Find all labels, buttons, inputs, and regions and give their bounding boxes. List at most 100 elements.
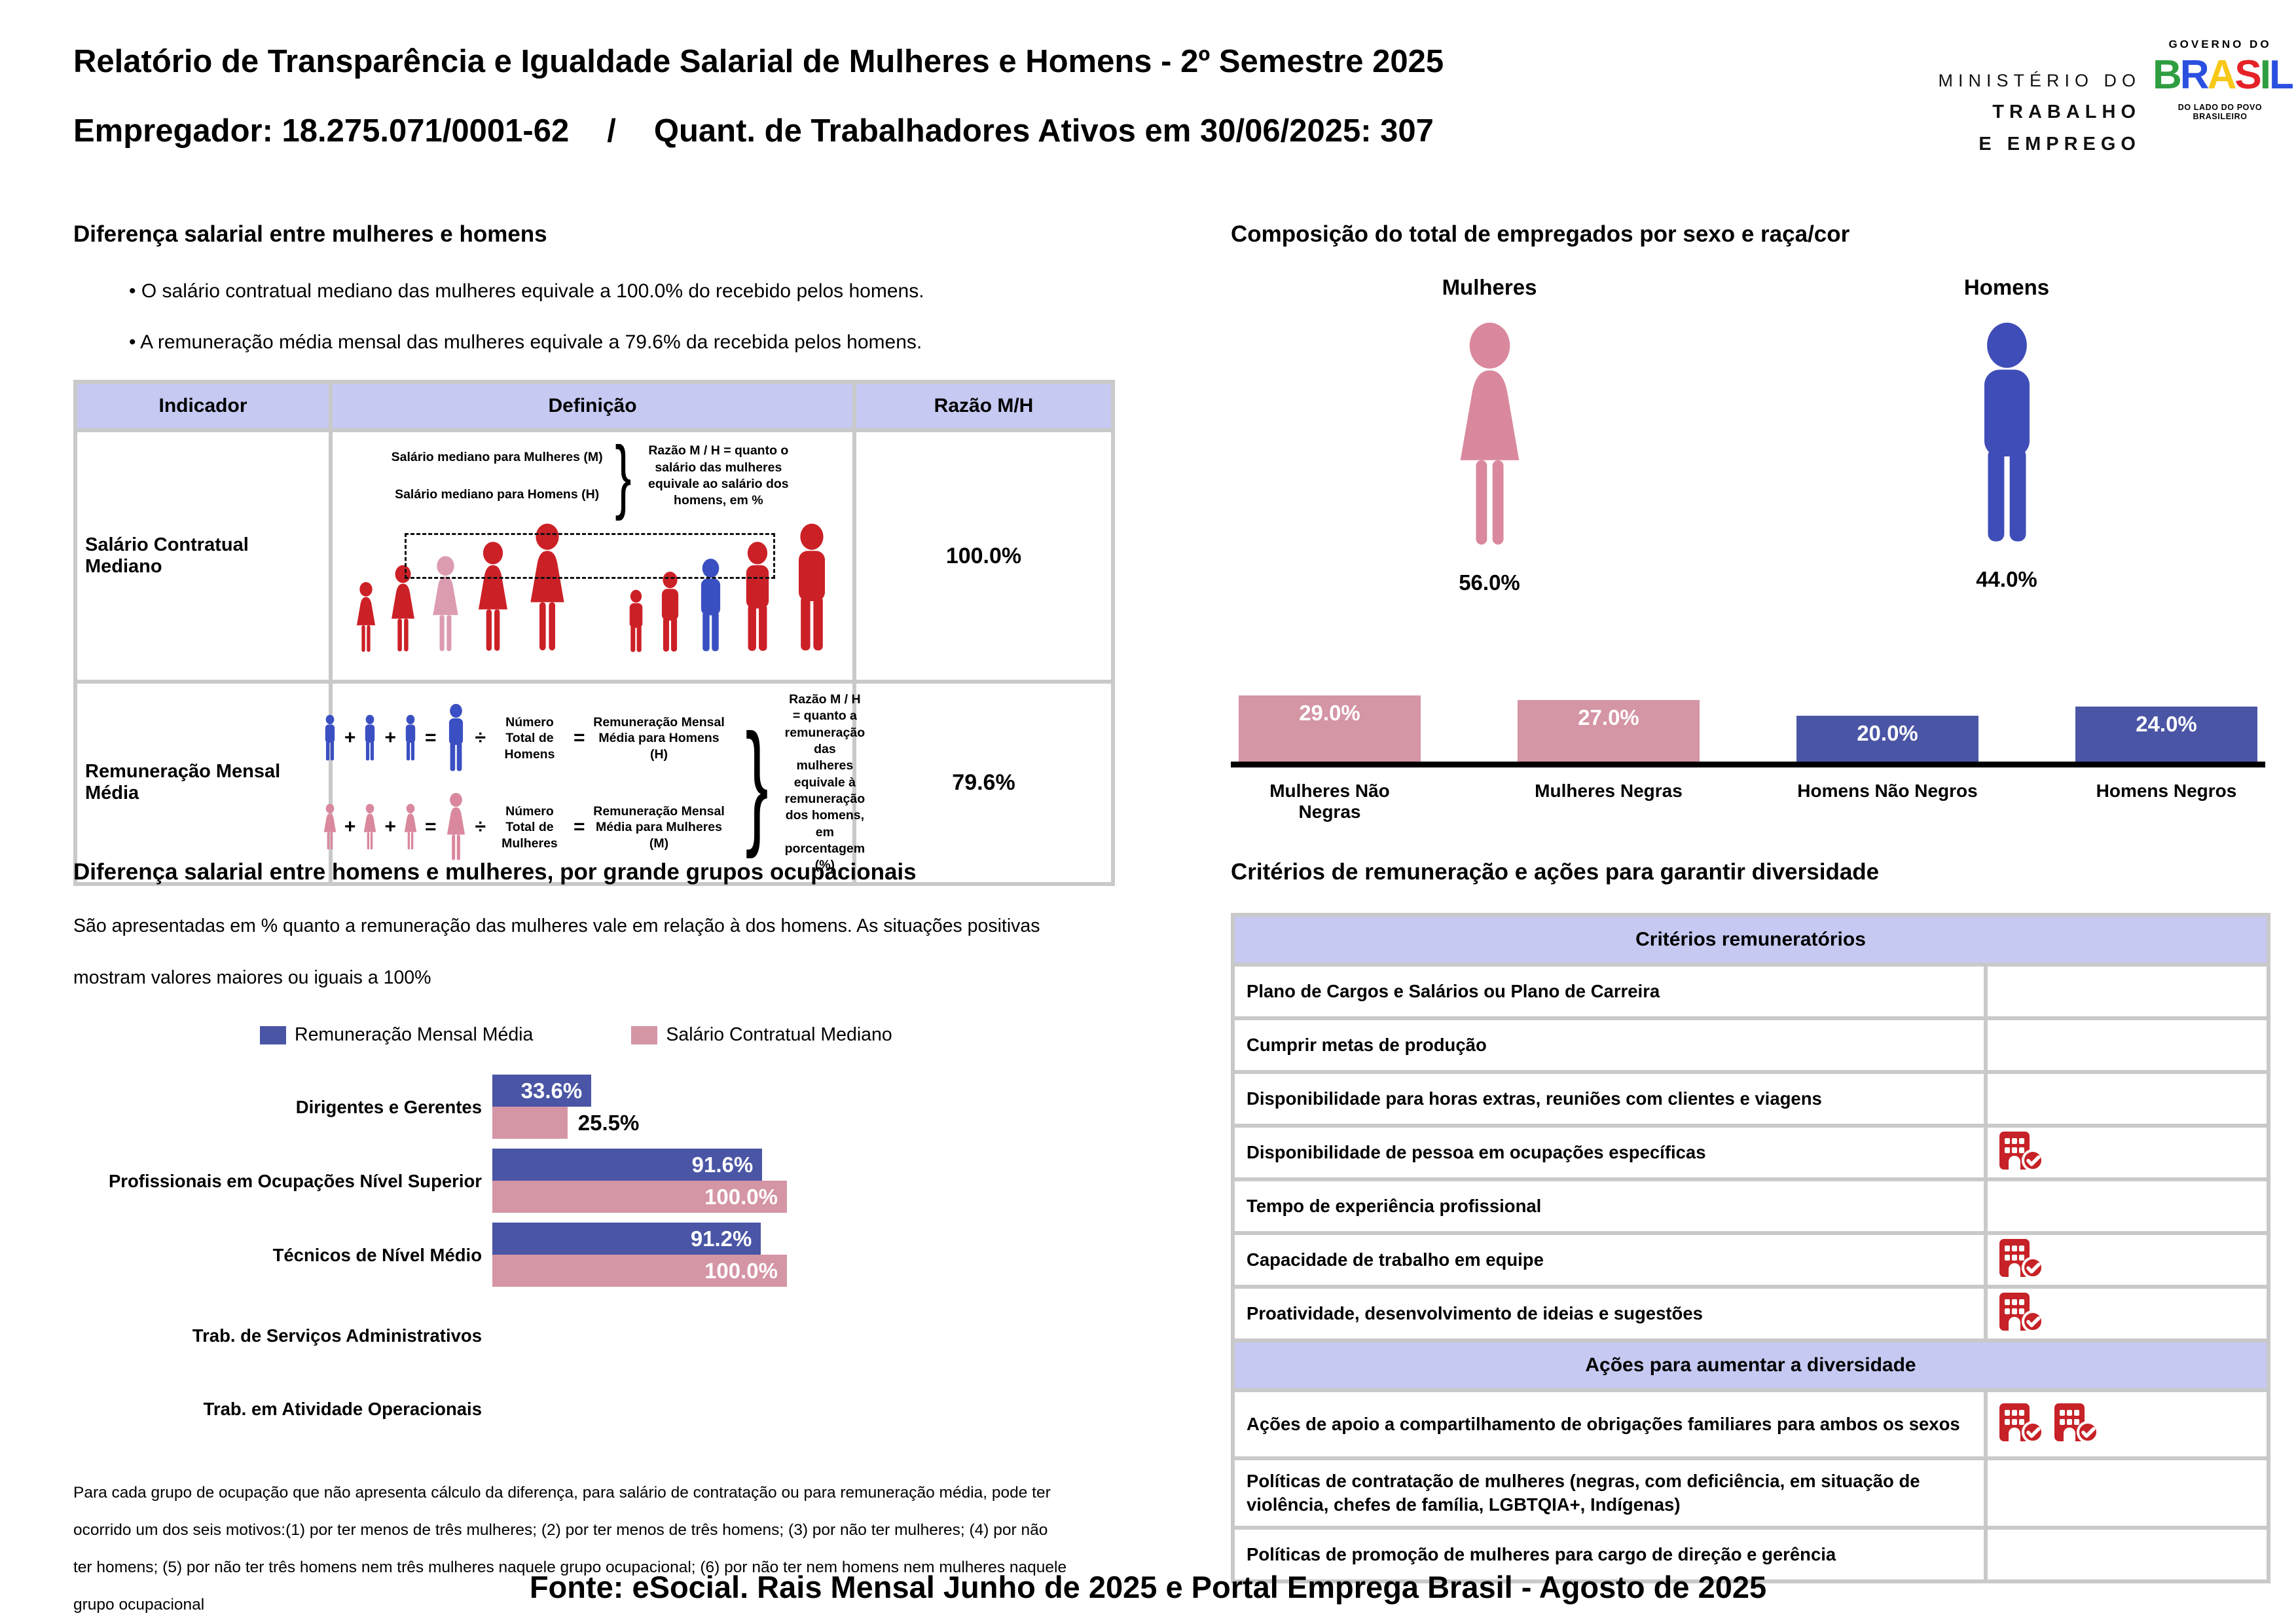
divide-operator: ÷: [475, 816, 486, 838]
description-line: mostram valores maiores ou iguais a 100%: [73, 967, 431, 988]
bar-value-label: 24.0%: [2136, 712, 2197, 736]
bar-homens-nao-negros: 20.0%: [1796, 716, 1978, 762]
report-header: Relatório de Transparência e Igualdade S…: [73, 43, 1444, 149]
indicator-name: Salário Contratual Mediano: [73, 428, 333, 684]
equals-operator: =: [573, 727, 585, 749]
criterion-check-cell: [1984, 963, 2270, 1020]
criterion-check-cell: [1984, 1285, 2270, 1342]
man-icon: [405, 714, 416, 761]
bar-remuneracao-media: 91.2%: [492, 1223, 761, 1255]
ministry-line: TRABALHO: [1992, 101, 2141, 122]
bar-remuneracao-media: 91.6%: [492, 1149, 763, 1181]
women-remuneration-label: Remuneração Mensal Média para Mulheres (…: [593, 803, 725, 851]
occupation-row: Dirigentes e Gerentes 33.6% 25.5%: [73, 1075, 1121, 1139]
table-header-row: Indicador Definição Razão M/H: [73, 380, 1115, 432]
subtitle-separator: /: [607, 113, 616, 149]
footnote-line: Para cada grupo de ocupação que não apre…: [73, 1484, 1051, 1502]
table-row: Remuneração Mensal Média + + =: [73, 680, 1115, 886]
occupation-row: Trab. de Serviços Administrativos: [73, 1310, 1121, 1360]
plus-operator: +: [384, 727, 396, 749]
woman-icon: [364, 803, 376, 850]
median-comparison-dashed-box: [405, 533, 775, 580]
action-check-cell: [1984, 1456, 2270, 1530]
occupation-label: Técnicos de Nível Médio: [272, 1244, 482, 1265]
source-footer: Fonte: eSocial. Rais Mensal Junho de 202…: [529, 1570, 1767, 1604]
race-category-labels: Mulheres Não Negras Mulheres Negras Home…: [1231, 781, 2265, 822]
legend-item-remuneracao: Remuneração Mensal Média: [260, 1024, 533, 1046]
occupation-row: Profissionais em Ocupações Nível Superio…: [73, 1149, 1121, 1213]
bar-salario-mediano: [492, 1107, 568, 1139]
bar-value-label: 27.0%: [1578, 705, 1639, 729]
action-label: Ações de apoio a compartilhamento de obr…: [1231, 1388, 1988, 1460]
section-occupational-groups: Diferença salarial entre homens e mulher…: [73, 859, 1121, 1623]
plus-operator: +: [344, 816, 356, 838]
indicator-name: Remuneração Mensal Média: [73, 680, 333, 886]
woman-pictogram-icon: [1231, 321, 1748, 553]
indicator-table: Indicador Definição Razão M/H Salário Co…: [73, 380, 1115, 886]
bar-mulheres-nao-negras: 29.0%: [1239, 695, 1421, 762]
criterion-label: Tempo de experiência profissional: [1231, 1177, 1988, 1235]
man-icon: [799, 523, 825, 651]
legend-swatch-blue: [260, 1025, 286, 1044]
criterion-check-cell: [1984, 1124, 2270, 1181]
mean-remuneration-diagram: + + = ÷ Número Total de Homens = Remuner…: [323, 684, 865, 882]
man-icon: [629, 590, 643, 652]
table-row: Cumprir metas de produção: [1231, 1016, 2270, 1074]
race-bars: 29.0% 27.0% 20.0% 24.0%: [1231, 692, 2265, 762]
gender-pictogram-row: Mulheres 56.0% Homens 44.0%: [1231, 275, 2265, 595]
table-row: Ações de apoio a compartilhamento de obr…: [1231, 1388, 2270, 1460]
women-column: Mulheres 56.0%: [1231, 275, 1748, 595]
table-row: Capacidade de trabalho em equipe: [1231, 1231, 2270, 1289]
table-section-header: Critérios remuneratórios: [1231, 913, 2270, 967]
criterion-check-cell: [1984, 1070, 2270, 1128]
page-title: Relatório de Transparência e Igualdade S…: [73, 44, 1444, 79]
criterion-check-cell: [1984, 1231, 2270, 1289]
bar-value-label: 91.2%: [690, 1226, 752, 1251]
gov-kicker: GOVERNO DO: [2168, 38, 2272, 50]
woman-icon: [446, 793, 465, 860]
legend-swatch-pink: [631, 1025, 658, 1044]
page-subtitle: Empregador: 18.275.071/0001-62 / Quant. de…: [73, 113, 1444, 149]
equals-operator: =: [424, 816, 437, 838]
table-row: Tempo de experiência profissional: [1231, 1177, 2270, 1235]
woman-icon: [356, 582, 376, 652]
chart-legend: Remuneração Mensal Média Salário Contrat…: [260, 1024, 1121, 1046]
man-icon: [365, 714, 375, 761]
occupation-row: Trab. em Atividade Operacionais: [73, 1384, 1121, 1433]
building-check-icon: [1998, 1291, 2045, 1333]
active-workers-count: Quant. de Trabalhadores Ativos em 30/06/…: [653, 113, 1434, 149]
equals-operator: =: [573, 816, 585, 838]
criterion-check-cell: [1984, 1016, 2270, 1074]
bar-salario-mediano: 100.0%: [492, 1181, 787, 1213]
race-composition-chart: 29.0% 27.0% 20.0% 24.0% Mulheres Não Neg…: [1231, 692, 2265, 822]
table-row: Disponibilidade para horas extras, reuni…: [1231, 1070, 2270, 1128]
median-salary-diagram: Salário mediano para Mulheres (M) Salári…: [333, 432, 852, 680]
occupation-label: Trab. de Serviços Administrativos: [192, 1325, 482, 1346]
bar-remuneracao-media: 33.6%: [492, 1075, 592, 1107]
plus-operator: +: [384, 816, 396, 838]
table-row: Disponibilidade de pessoa em ocupações e…: [1231, 1124, 2270, 1181]
category-label: Homens Não Negros: [1797, 781, 1978, 801]
women-formula-row: + + = ÷ Número Total de Mulheres = Remun…: [320, 792, 729, 862]
bar-salario-mediano: 100.0%: [492, 1255, 787, 1287]
description-line: São apresentadas em % quanto a remuneraç…: [73, 915, 1040, 936]
brasil-wordmark-icon: BRASIL: [2153, 52, 2294, 98]
column-header-definicao: Definição: [329, 380, 856, 432]
equals-operator: =: [424, 727, 437, 749]
criterion-label: Capacidade de trabalho em equipe: [1231, 1231, 1988, 1289]
chart-description: São apresentadas em % quanto a remuneraç…: [73, 915, 1121, 989]
bar-value-label: 33.6%: [520, 1078, 583, 1103]
footnote-line: ter homens; (5) por não ter três homens …: [73, 1559, 1067, 1576]
footnote-line: ocorrido um dos seis motivos:(1) por ter…: [73, 1521, 1048, 1539]
criterion-check-cell: [1984, 1177, 2270, 1235]
brace-glyph: }: [614, 430, 631, 521]
legend-label: Remuneração Mensal Média: [295, 1024, 534, 1045]
building-check-icon: [1998, 1130, 2045, 1172]
brace-glyph: }: [745, 705, 769, 860]
category-label: Mulheres Negras: [1535, 781, 1683, 801]
table-row: Políticas de promoção de mulheres para c…: [1231, 1525, 2270, 1583]
chart-footnote: Para cada grupo de ocupação que não apre…: [73, 1474, 1121, 1623]
criterion-label: Proatividade, desenvolvimento de ideias …: [1231, 1285, 1988, 1342]
column-header-razao: Razão M/H: [852, 380, 1115, 432]
